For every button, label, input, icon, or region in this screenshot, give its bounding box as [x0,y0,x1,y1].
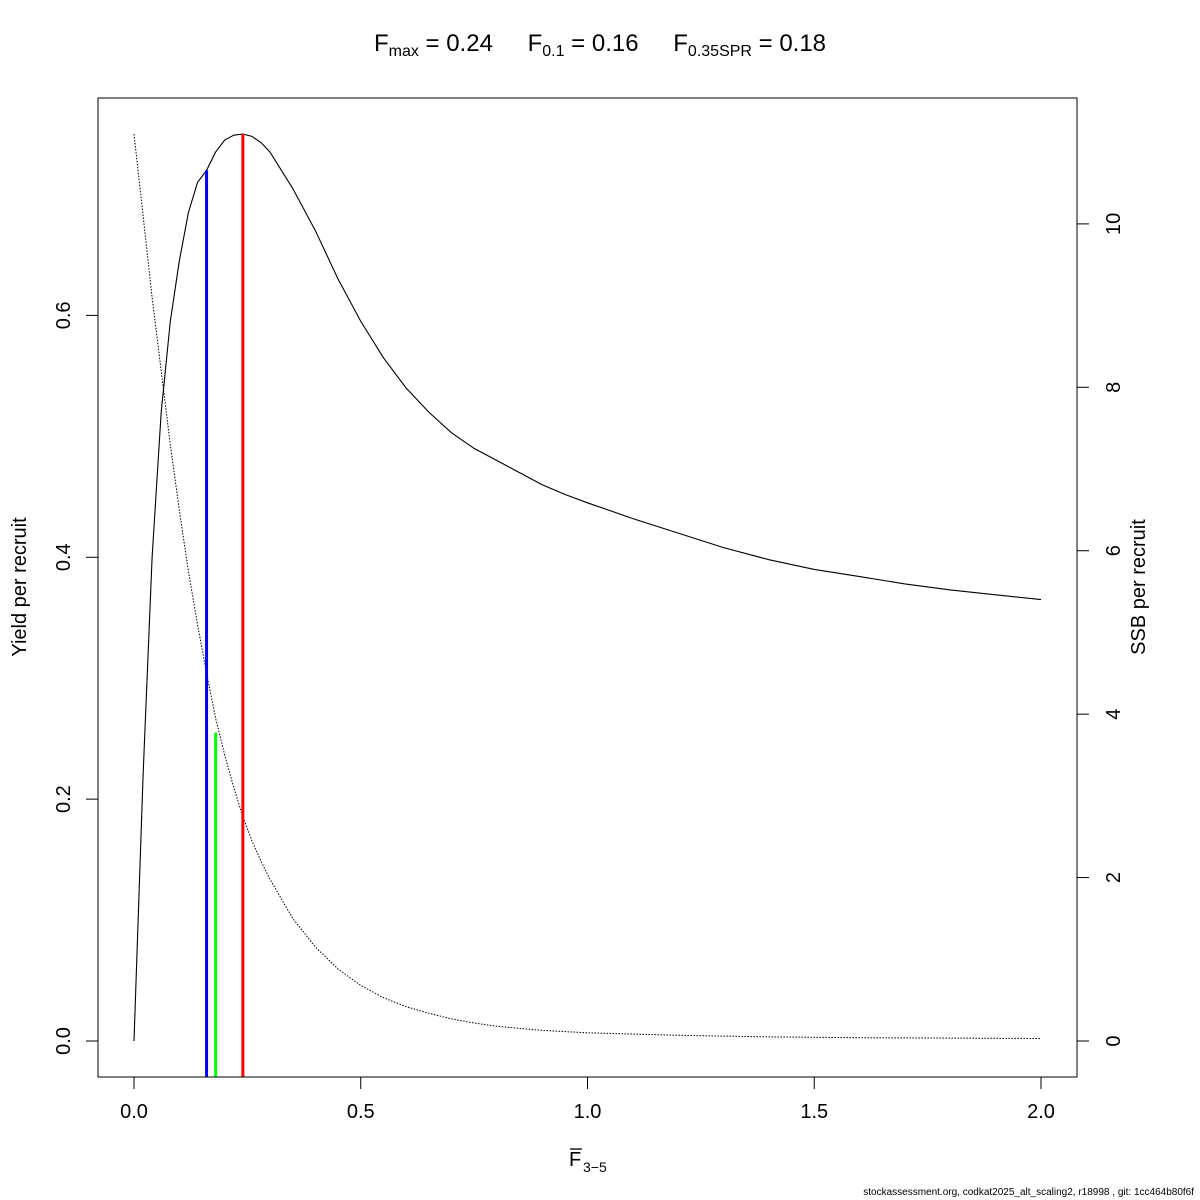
y-tick-label: 0.2 [53,785,75,813]
x-tick-label: 1.0 [574,1101,602,1123]
y-tick-label: 0.0 [53,1027,75,1055]
x-tick-label: 1.5 [800,1101,828,1123]
y2-tick-label: 6 [1103,545,1125,556]
footer-note: stockassessment.org, codkat2025_alt_scal… [863,1187,1194,1198]
yield-curve [133,133,1042,1042]
x-label-sub: 3−5 [583,1159,607,1175]
y2-tick-label: 4 [1103,709,1125,720]
x-tick-label: 0.5 [347,1101,375,1123]
y2-tick-label: 8 [1103,382,1125,393]
y2-tick-label: 2 [1103,872,1125,883]
y2-tick-label: 10 [1103,213,1125,235]
y-axis-label: Yield per recruit [9,517,31,657]
x-tick-label: 2.0 [1027,1101,1055,1123]
y2-axis-label: SSB per recruit [1128,519,1150,655]
y-tick-label: 0.6 [53,301,75,329]
y-tick-label: 0.4 [53,543,75,571]
chart-title: Fmax = 0.24 F0.1 = 0.16 F0.35SPR = 0.18 [0,30,1200,61]
y2-tick-label: 0 [1103,1035,1125,1046]
title-fmax: Fmax = 0.24 [373,30,493,60]
ssb-curve [133,133,1042,1039]
x-label-main: F [569,1149,581,1171]
title-fspr: F0.35SPR = 0.18 [673,30,827,60]
title-f01: F0.1 = 0.16 [527,30,639,60]
x-tick-label: 0.0 [120,1101,148,1123]
x-axis-label: F 3−5 [569,1148,607,1175]
